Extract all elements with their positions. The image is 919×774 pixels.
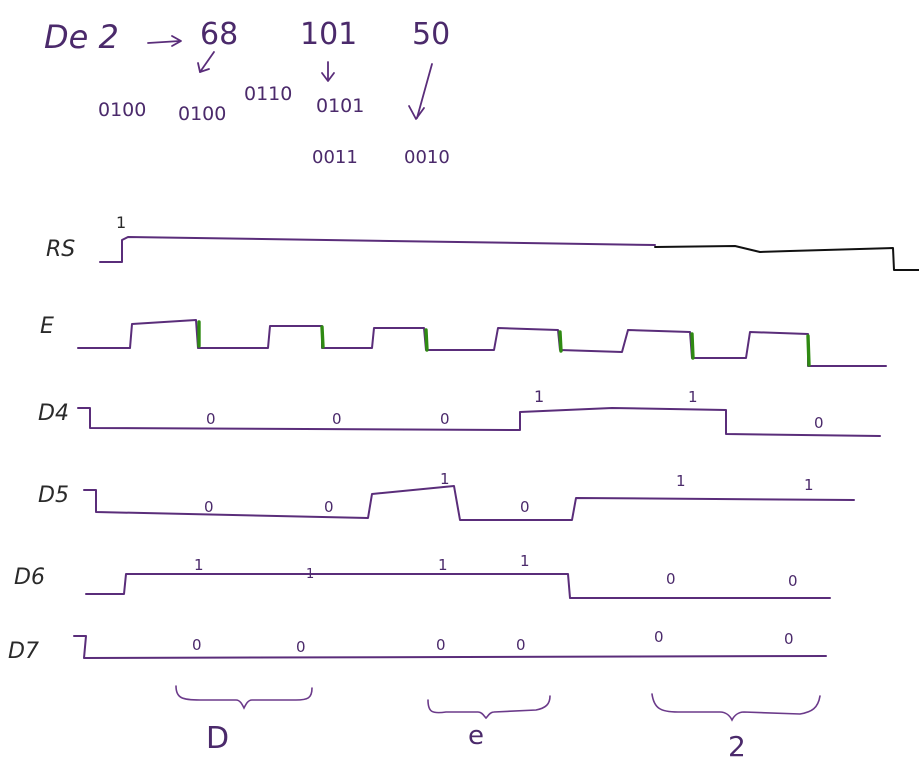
d5-bit-2: 0 (324, 498, 334, 516)
d6-bit-1: 1 (194, 556, 204, 574)
binary-0101: 0101 (316, 95, 364, 117)
trace-e (77, 319, 887, 367)
arrow-down-left-icon (197, 51, 215, 73)
binary-0100-b: 0100 (178, 103, 226, 125)
signal-label-d5: D5 (38, 483, 69, 508)
binary-0010: 0010 (404, 147, 450, 168)
brace-2 (651, 693, 821, 722)
signal-label-rs: RS (46, 237, 75, 262)
group-label-e: e (468, 721, 484, 751)
d5-bit-4: 0 (520, 498, 530, 516)
d4-bit-1: 0 (206, 410, 216, 428)
signal-label-d6: D6 (14, 565, 45, 590)
d4-bit-3: 0 (440, 410, 450, 428)
d7-bit-3: 0 (436, 636, 446, 654)
arrow-down-icon (321, 61, 335, 82)
header-title: De 2 (44, 18, 119, 56)
trace-d4 (77, 407, 881, 437)
group-label-d: D (206, 721, 229, 756)
arrow-down-long-icon (408, 63, 433, 120)
binary-0100-a: 0100 (98, 99, 146, 121)
d5-bit-1: 0 (204, 498, 214, 516)
d6-bit-4: 1 (306, 567, 314, 582)
signal-label-d7: D7 (8, 639, 39, 664)
d7-bit-2: 0 (296, 638, 306, 656)
d7-bit-4: 0 (516, 636, 526, 654)
brace-d (175, 685, 313, 710)
group-label-2: 2 (728, 730, 746, 763)
d4-bit-6: 0 (814, 414, 824, 432)
binary-0011: 0011 (312, 147, 358, 168)
value-68: 68 (200, 17, 238, 52)
rs-bit-1: 1 (116, 213, 126, 232)
trace-rs (99, 236, 919, 271)
trace-d5 (83, 485, 855, 521)
value-101: 101 (300, 17, 357, 52)
value-50: 50 (412, 17, 450, 52)
signal-label-d4: D4 (38, 401, 69, 426)
d6-bit-5: 0 (666, 570, 676, 588)
arrow-right-icon (147, 35, 182, 47)
d7-bit-1: 0 (192, 636, 202, 654)
d5-bit-5: 1 (676, 472, 686, 490)
d4-bit-4: 1 (534, 387, 544, 406)
brace-e (427, 695, 551, 720)
binary-0110: 0110 (244, 83, 292, 105)
d4-bit-5: 1 (688, 388, 698, 406)
d6-bit-2: 1 (438, 556, 448, 574)
d6-bit-6: 0 (788, 572, 798, 590)
d5-bit-6: 1 (804, 476, 814, 494)
d7-bit-6: 0 (784, 630, 794, 648)
signal-label-e: E (40, 314, 54, 339)
d4-bit-2: 0 (332, 410, 342, 428)
d7-bit-5: 0 (654, 628, 664, 646)
d6-bit-3: 1 (520, 552, 530, 570)
d5-bit-3: 1 (440, 470, 450, 488)
falling-edge-markers (197, 320, 811, 367)
trace-d7 (73, 635, 827, 659)
trace-d6 (85, 573, 831, 599)
